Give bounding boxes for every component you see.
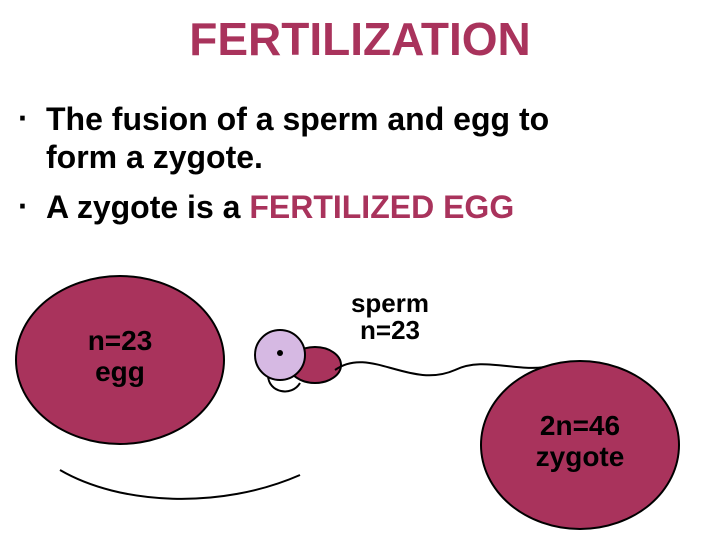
zygote-label-line1: 2n=46 bbox=[540, 410, 620, 441]
sperm-nucleus bbox=[277, 350, 283, 356]
sperm-label-line2: n=23 bbox=[360, 315, 420, 345]
bullet-2-part-a: A zygote is a bbox=[46, 189, 249, 225]
bullet-1-line2: form a zygote. bbox=[46, 139, 263, 175]
egg-label-line2: egg bbox=[95, 356, 145, 387]
bullet-1-text: The fusion of a sperm and egg to form a … bbox=[46, 100, 686, 177]
zygote-label: 2n=46 zygote bbox=[510, 411, 650, 473]
egg-underline bbox=[60, 470, 300, 499]
egg-label: n=23 egg bbox=[60, 326, 180, 388]
zygote-label-line2: zygote bbox=[536, 441, 625, 472]
bullet-2-mark: · bbox=[18, 188, 29, 225]
sperm-label: sperm n=23 bbox=[330, 290, 450, 345]
bullet-1-mark: · bbox=[18, 100, 29, 137]
fertilization-diagram: n=23 egg sperm n=23 2n=46 zygote bbox=[0, 275, 720, 540]
bullet-2-text: A zygote is a FERTILIZED EGG bbox=[46, 188, 686, 226]
egg-label-line1: n=23 bbox=[88, 325, 153, 356]
sperm-label-line1: sperm bbox=[351, 288, 429, 318]
sperm-tail bbox=[335, 362, 555, 375]
page-title: FERTILIZATION bbox=[0, 12, 720, 66]
bullet-2-highlight: FERTILIZED EGG bbox=[249, 189, 514, 225]
bullet-1-line1: The fusion of a sperm and egg to bbox=[46, 101, 549, 137]
